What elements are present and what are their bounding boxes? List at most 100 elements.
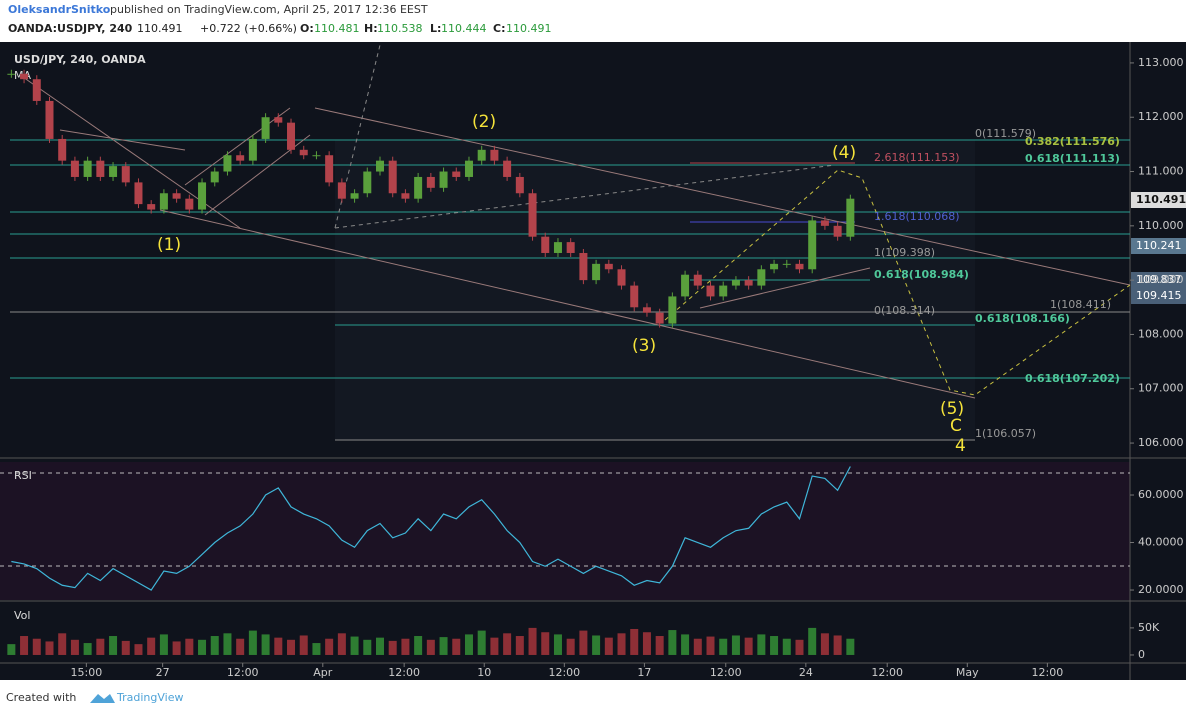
volume-bar	[350, 636, 359, 655]
volume-bar	[579, 630, 588, 655]
y-tick-label: 111.000	[1138, 165, 1184, 178]
x-tick-label: 12:00	[710, 666, 742, 679]
candle	[414, 176, 423, 199]
x-tick-label: 12:00	[1032, 666, 1064, 679]
candle	[439, 171, 448, 188]
candle	[833, 225, 842, 237]
y-tick-label: 50K	[1138, 621, 1160, 634]
candle	[464, 160, 473, 177]
candle	[32, 79, 41, 101]
volume-bar	[337, 633, 346, 655]
candle	[642, 307, 651, 313]
volume-bar	[668, 630, 677, 655]
candle	[426, 176, 435, 188]
y-tick-label: 20.0000	[1138, 583, 1184, 596]
y-tick-label: 106.000	[1138, 436, 1184, 449]
published: published on TradingView.com, April 25, …	[110, 3, 428, 16]
fib-label: 0.618(111.113)	[1025, 152, 1120, 165]
x-tick-label: May	[956, 666, 979, 679]
volume-bar	[159, 634, 168, 655]
volume-bar	[20, 636, 29, 655]
y-tick-label: 107.000	[1138, 382, 1184, 395]
candle	[630, 285, 639, 308]
volume-bar	[503, 633, 512, 655]
volume-bar	[414, 636, 423, 655]
last: 110.491	[137, 22, 183, 35]
volume-bar	[185, 638, 194, 655]
candle	[121, 166, 130, 183]
volume-bar	[693, 638, 702, 655]
change: +0.722 (+0.66%)	[200, 22, 297, 35]
candle	[515, 176, 524, 194]
candle	[579, 252, 588, 281]
fib-lines	[10, 139, 1130, 441]
volume-bar	[782, 638, 791, 655]
volume-bar	[820, 633, 829, 655]
volume-bar	[731, 635, 740, 655]
footer-brand[interactable]: TradingView	[116, 691, 183, 704]
price-tag	[1131, 272, 1186, 288]
volume-bar	[528, 627, 537, 655]
candle	[757, 269, 766, 286]
x-tick-label: 15:00	[71, 666, 103, 679]
footer-created: Created with	[6, 691, 76, 704]
y-tick-label: 0	[1138, 648, 1145, 661]
candle	[693, 274, 702, 286]
candle	[172, 193, 181, 199]
candle	[248, 138, 257, 161]
rsi-line	[11, 466, 851, 591]
volume-bar	[401, 638, 410, 655]
volume-bar	[808, 627, 817, 655]
volume-bar	[261, 634, 270, 655]
volume-bar	[795, 639, 804, 655]
volume-bar	[274, 637, 283, 655]
volume-bar	[464, 634, 473, 655]
volume-bar	[7, 644, 16, 655]
candle	[147, 204, 156, 210]
x-tick-label: 12:00	[227, 666, 259, 679]
candle	[528, 193, 537, 237]
candle	[706, 285, 715, 297]
candle	[566, 242, 575, 253]
fib-label: 0.618(107.202)	[1025, 372, 1120, 385]
volume-bar	[604, 637, 613, 655]
candle	[198, 182, 207, 210]
volume-bar	[846, 638, 855, 655]
volume-bar	[121, 640, 130, 655]
vol-title: Vol	[14, 609, 30, 622]
candle	[96, 160, 105, 177]
o-label: O:	[300, 22, 314, 35]
volume-bar	[325, 638, 334, 655]
wave-label: (2)	[472, 112, 496, 132]
candle	[452, 171, 461, 177]
price-tag-text: 110.241	[1136, 239, 1182, 252]
volume-bar	[681, 634, 690, 655]
volume-bar	[376, 637, 384, 655]
volume-bar	[299, 635, 308, 655]
volume-bar	[770, 636, 779, 655]
candle	[7, 73, 16, 75]
symbol: OANDA:USDJPY, 240	[8, 22, 133, 35]
candle	[388, 160, 397, 194]
candle	[185, 198, 194, 210]
candle	[363, 171, 372, 194]
volume-bar	[32, 638, 41, 655]
h-label: H:	[364, 22, 378, 35]
candle	[477, 149, 486, 161]
candle	[210, 171, 219, 183]
volume-bar	[198, 639, 207, 655]
candle	[223, 155, 232, 172]
volume-bar	[210, 636, 219, 655]
fib-label: 1(108.411)	[1050, 298, 1111, 311]
wave-label: (4)	[832, 143, 856, 163]
c: 110.491	[506, 22, 552, 35]
candle	[604, 263, 613, 270]
volume-bar	[134, 644, 143, 655]
o: 110.481	[314, 22, 360, 35]
candle	[299, 149, 308, 156]
volume-bar	[566, 638, 575, 655]
fib-label: 0.618(108.166)	[975, 312, 1070, 325]
candle	[83, 160, 92, 177]
volume-bar	[719, 638, 728, 655]
author[interactable]: OleksandrSnitko	[8, 3, 111, 16]
